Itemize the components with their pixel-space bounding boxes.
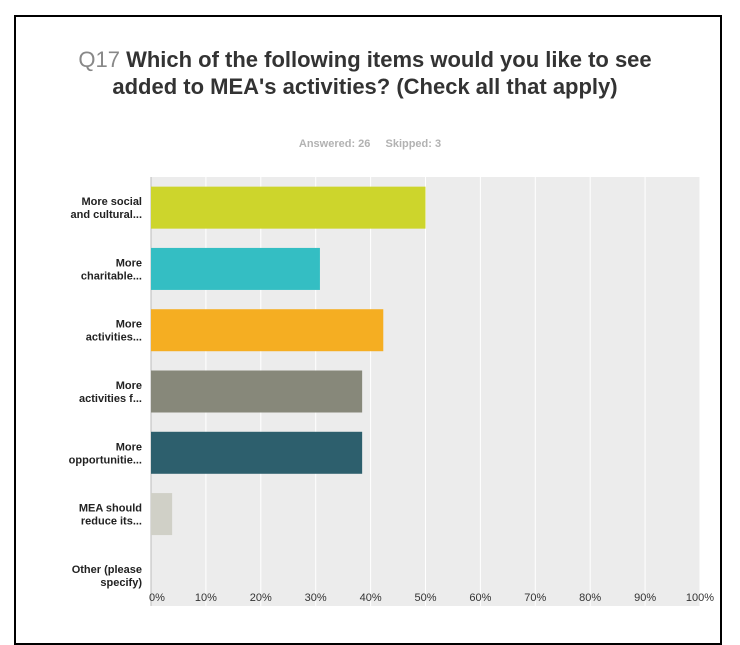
question-text: Which of the following items would you l… xyxy=(112,47,652,99)
x-tick-label: 10% xyxy=(195,592,217,604)
bar xyxy=(151,370,363,413)
category-label: Other (please xyxy=(72,564,142,576)
category-label: More xyxy=(116,441,142,453)
bar xyxy=(151,431,363,474)
category-label: charitable... xyxy=(81,270,142,282)
x-tick-label: 40% xyxy=(360,592,382,604)
category-label: More xyxy=(116,380,142,392)
category-label: activities f... xyxy=(79,393,142,405)
category-label: MEA should xyxy=(79,503,142,515)
x-tick-label: 20% xyxy=(250,592,272,604)
response-stats: Answered: 26 Skipped: 3 xyxy=(0,138,740,150)
chart-title: Q17 Which of the following items would y… xyxy=(70,46,660,100)
x-tick-label: 60% xyxy=(469,592,491,604)
x-tick-label: 90% xyxy=(634,592,656,604)
question-number: Q17 xyxy=(78,47,120,72)
bar xyxy=(151,309,384,352)
bar xyxy=(151,247,320,290)
category-label: More xyxy=(116,319,142,331)
x-tick-label: 50% xyxy=(414,592,436,604)
x-tick-label: 30% xyxy=(305,592,327,604)
bar xyxy=(151,493,173,536)
category-label: activities... xyxy=(86,332,142,344)
answered-count: Answered: 26 xyxy=(298,138,371,150)
bar xyxy=(151,186,426,229)
x-tick-label: 100% xyxy=(686,592,714,604)
category-label: reduce its... xyxy=(81,516,142,528)
category-label: and cultural... xyxy=(70,209,142,221)
x-tick-label: 80% xyxy=(579,592,601,604)
category-label: specify) xyxy=(100,577,142,589)
category-label: More social xyxy=(81,196,142,208)
x-tick-label: 70% xyxy=(524,592,546,604)
category-label: More xyxy=(116,257,142,269)
skipped-count: Skipped: 3 xyxy=(385,138,442,150)
category-label: opportunitie... xyxy=(69,454,142,466)
x-tick-label: 0% xyxy=(149,592,165,604)
